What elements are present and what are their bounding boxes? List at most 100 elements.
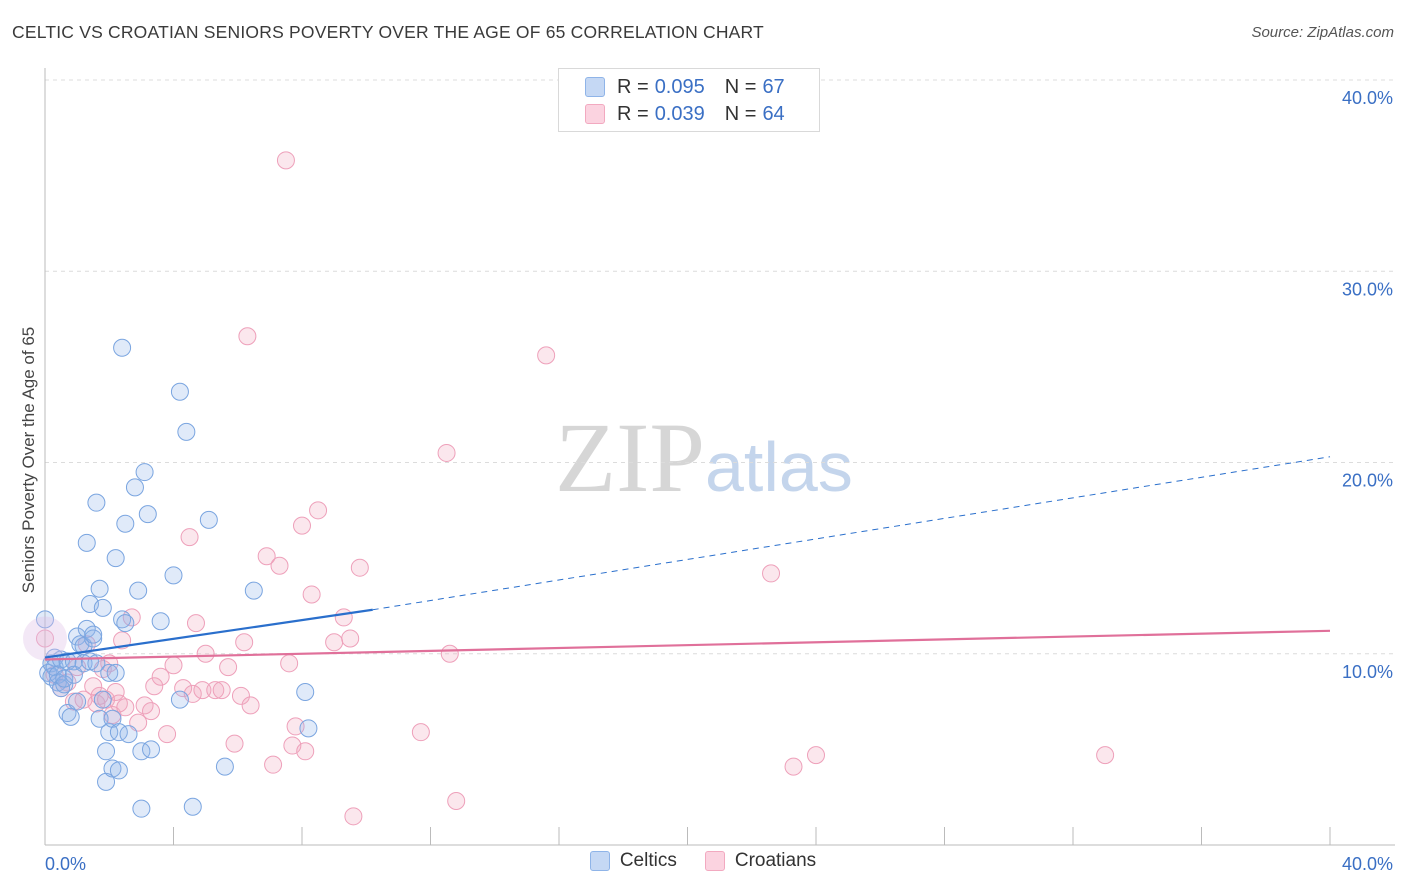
celtics-point (77, 533, 96, 552)
croatians-point (257, 547, 276, 566)
celtics-point (244, 581, 263, 600)
celtics-point (93, 690, 112, 709)
y-tick-label: 10.0% (1342, 662, 1393, 682)
croatians-point (158, 725, 177, 744)
croatians-point (84, 677, 103, 696)
croatians-point (36, 629, 54, 648)
celtics-point (142, 740, 161, 759)
correlation-legend: R = 0.095 N = 67 R = 0.039 N = 64 (558, 68, 820, 132)
croatians-point (537, 346, 556, 365)
croatians-point (437, 443, 456, 462)
celtics-point (215, 757, 234, 776)
celtics-point (61, 707, 80, 726)
croatians-point (784, 757, 803, 776)
celtics-trendline (44, 608, 373, 659)
x-tick-label: 0.0% (45, 854, 86, 874)
croatians-point (280, 654, 299, 673)
croatians-point (116, 698, 135, 717)
celtics-point (135, 463, 154, 482)
croatians-point (145, 677, 164, 696)
croatians-point (164, 656, 183, 675)
legend-item-celtics: Celtics (589, 850, 677, 872)
celtics-swatch (585, 77, 605, 97)
celtics-point (106, 549, 125, 568)
x-tick-label: 40.0% (1342, 854, 1393, 874)
n-label: N = (724, 102, 757, 125)
croatians-swatch (585, 104, 605, 124)
r-label: R = (617, 102, 649, 125)
croatians-point (151, 667, 170, 686)
croatians-point (129, 713, 148, 732)
croatians-point (219, 658, 238, 677)
celtics-point (90, 579, 109, 598)
watermark: ZIPatlas (555, 400, 853, 515)
croatians-point (238, 327, 257, 346)
croatians-point (411, 723, 430, 742)
celtics-point (151, 612, 170, 631)
legend-label-croatians: Croatians (734, 850, 817, 871)
celtics-point (109, 761, 128, 780)
celtics-point (119, 725, 138, 744)
croatians-point (142, 702, 161, 721)
croatians-point (325, 633, 344, 652)
series-legend: Celtics Croatians (0, 850, 1406, 872)
celtics-point (296, 683, 315, 701)
croatians-point (334, 608, 353, 627)
celtics-point (84, 629, 103, 648)
croatians-point (193, 681, 212, 700)
croatians-point (440, 644, 459, 663)
y-tick-label: 40.0% (1342, 88, 1393, 108)
legend-row-croatians: R = 0.039 N = 64 (585, 101, 785, 127)
croatians-point (344, 807, 363, 826)
croatians-point (241, 696, 260, 715)
chart-title: CELTIC VS CROATIAN SENIORS POVERTY OVER … (12, 22, 764, 42)
croatians-point (350, 558, 369, 577)
celtics-point (183, 797, 202, 816)
legend-item-croatians: Croatians (704, 850, 817, 872)
watermark-atlas: atlas (705, 428, 853, 506)
celtics-point (177, 422, 196, 441)
croatians-point (264, 755, 283, 774)
croatians-point (276, 151, 295, 170)
celtics-point (116, 514, 135, 533)
celtics-point (164, 566, 183, 585)
croatians-point (296, 742, 315, 761)
n-label: N = (724, 75, 757, 98)
r-value: 0.039 (654, 102, 705, 125)
croatians-point (270, 556, 289, 575)
celtics-point (103, 759, 122, 778)
legend-row-celtics: R = 0.095 N = 67 (585, 74, 785, 100)
celtics-point (68, 692, 87, 711)
y-tick-label: 30.0% (1342, 279, 1393, 299)
source-label: Source: ZipAtlas.com (1251, 24, 1394, 41)
celtics-point (84, 625, 103, 644)
celtics-point (55, 669, 74, 688)
croatians-trendline (44, 629, 1331, 661)
celtics-point (299, 719, 318, 738)
croatians-point (447, 792, 466, 811)
celtics-point (80, 652, 99, 671)
celtics-point (100, 663, 119, 682)
r-label: R = (617, 75, 649, 98)
y-tick-label: 20.0% (1342, 471, 1393, 491)
celtics-point (170, 690, 189, 709)
croatians-point (807, 746, 825, 765)
celtics-point (132, 799, 151, 818)
celtics-point (106, 663, 125, 682)
croatians-point (196, 644, 215, 663)
n-value: 64 (762, 102, 785, 125)
celtics-trendline-projection (372, 456, 1331, 611)
croatians-point (180, 528, 199, 547)
croatians-point (174, 679, 193, 698)
croatians-point (206, 681, 225, 700)
celtics-point (116, 614, 135, 633)
n-value: 67 (762, 75, 785, 98)
celtics-point (87, 493, 106, 512)
croatians-point (212, 681, 231, 700)
croatians-swatch (704, 851, 725, 871)
celtics-point (90, 709, 109, 728)
celtics-point (100, 723, 119, 742)
croatians-point (225, 734, 244, 753)
croatians-point (293, 516, 311, 535)
